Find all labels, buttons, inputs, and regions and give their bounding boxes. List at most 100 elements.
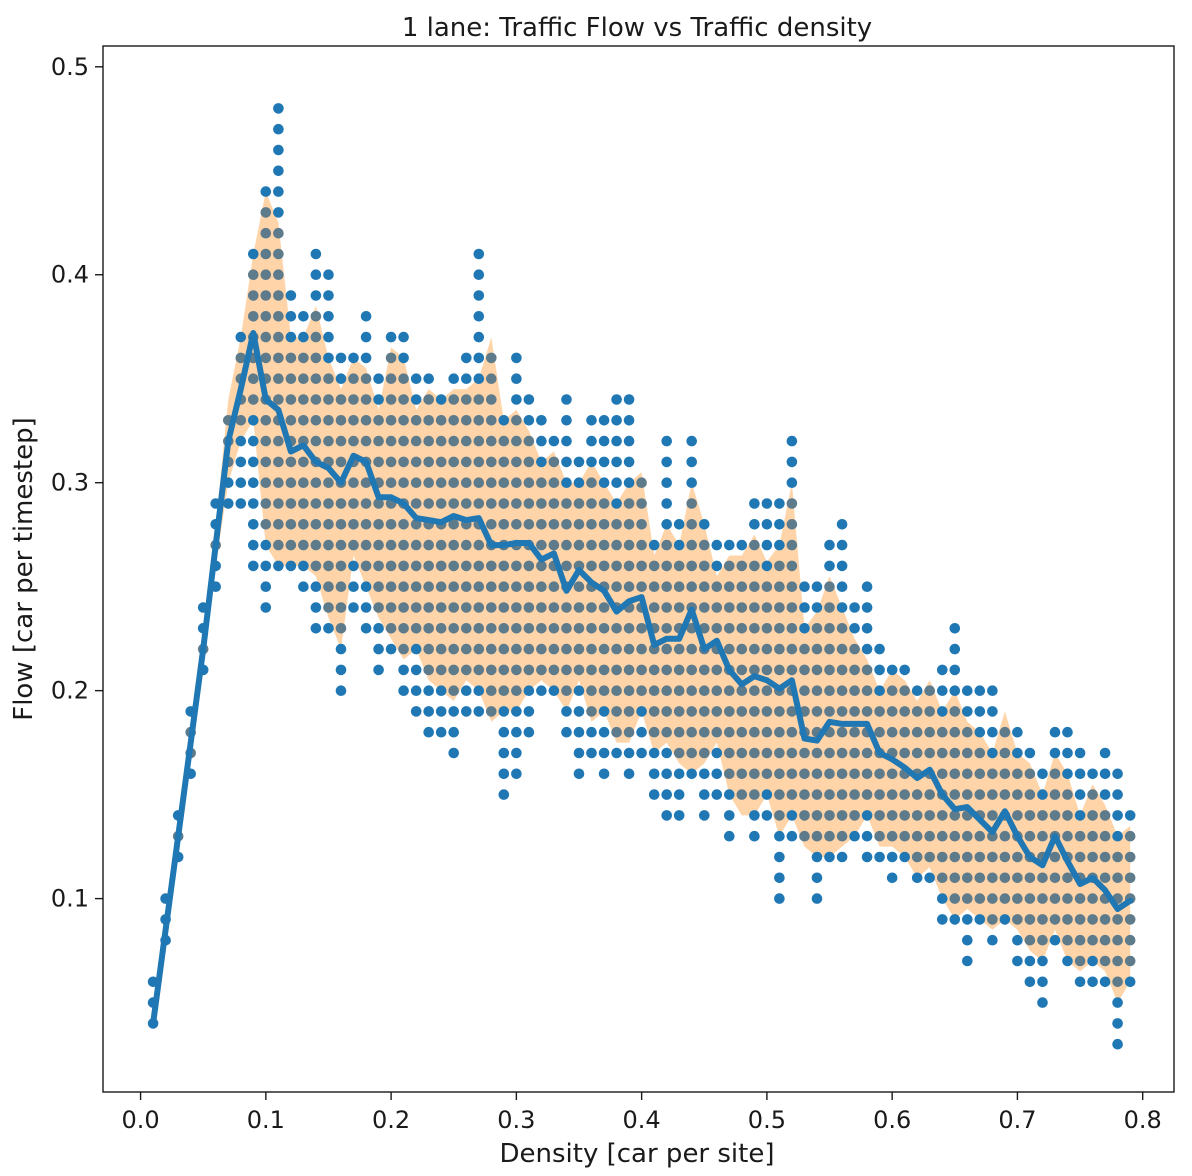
scatter-point <box>749 789 760 800</box>
scatter-point <box>523 415 535 426</box>
scatter-point <box>310 394 322 405</box>
scatter-point <box>586 602 597 613</box>
scatter-point <box>686 477 697 489</box>
scatter-point <box>586 643 597 655</box>
scatter-point <box>974 893 986 904</box>
scatter-point <box>273 477 284 489</box>
scatter-point <box>886 664 898 676</box>
scatter-point <box>749 810 760 821</box>
scatter-point <box>786 789 798 800</box>
scatter-point <box>586 706 597 717</box>
scatter-point <box>586 560 597 572</box>
scatter-point <box>385 623 397 634</box>
scatter-point <box>335 685 347 696</box>
scatter-point <box>1124 830 1136 842</box>
scatter-point <box>636 519 647 530</box>
scatter-point <box>273 331 284 343</box>
scatter-point <box>410 539 422 551</box>
scatter-point <box>335 498 347 509</box>
scatter-point <box>836 768 848 780</box>
scatter-point <box>1037 914 1048 925</box>
scatter-point <box>899 851 910 863</box>
scatter-point <box>761 810 773 821</box>
scatter-point <box>561 477 572 489</box>
scatter-point <box>285 519 297 530</box>
scatter-point <box>999 726 1011 738</box>
scatter-point <box>636 706 647 717</box>
scatter-point <box>1074 934 1086 946</box>
scatter-point <box>799 602 810 613</box>
scatter-point <box>498 435 510 447</box>
scatter-point <box>1087 851 1098 863</box>
scatter-point <box>1112 934 1123 946</box>
scatter-point <box>949 747 961 759</box>
scatter-point <box>1037 976 1048 988</box>
scatter-point <box>836 810 848 821</box>
scatter-point <box>298 560 309 572</box>
scatter-point <box>598 768 610 780</box>
scatter-point <box>1099 934 1111 946</box>
scatter-point <box>861 851 873 863</box>
scatter-point <box>749 685 760 696</box>
scatter-point <box>673 810 685 821</box>
scatter-point <box>448 643 460 655</box>
scatter-point <box>248 560 259 572</box>
scatter-point <box>724 726 735 738</box>
scatter-point <box>786 539 798 551</box>
scatter-point <box>974 768 986 780</box>
scatter-point <box>523 706 535 717</box>
scatter-point <box>273 269 284 281</box>
scatter-point <box>273 539 284 551</box>
scatter-point <box>899 747 910 759</box>
scatter-point <box>937 726 948 738</box>
scatter-point <box>623 706 635 717</box>
scatter-point <box>611 726 622 738</box>
scatter-point <box>548 539 560 551</box>
scatter-point <box>473 498 485 509</box>
scatter-point <box>511 456 522 468</box>
axes-frame <box>102 45 1175 1093</box>
scatter-point <box>435 602 447 613</box>
scatter-point <box>461 456 472 468</box>
scatter-point <box>736 623 748 634</box>
scatter-point <box>335 539 347 551</box>
y-axis-ticks: 0.1 0.2 0.3 0.4 0.5 <box>51 53 103 913</box>
scatter-point <box>861 602 873 613</box>
scatter-point <box>974 851 986 863</box>
scatter-point <box>974 706 986 717</box>
scatter-point <box>448 581 460 592</box>
scatter-point <box>573 539 585 551</box>
scatter-point <box>623 768 635 780</box>
scatter-point <box>623 519 635 530</box>
scatter-point <box>461 394 472 405</box>
scatter-point <box>248 477 259 489</box>
scatter-point <box>486 352 497 364</box>
scatter-point <box>486 623 497 634</box>
scatter-point <box>598 435 610 447</box>
scatter-point <box>1024 914 1036 925</box>
scatter-point <box>310 269 322 281</box>
scatter-point <box>511 560 522 572</box>
scatter-point <box>461 539 472 551</box>
scatter-point <box>260 311 272 322</box>
scatter-point <box>699 685 710 696</box>
scatter-point <box>410 623 422 634</box>
scatter-point <box>335 352 347 364</box>
scatter-point <box>548 623 560 634</box>
scatter-point <box>1062 934 1073 946</box>
scatter-point <box>1049 872 1061 884</box>
scatter-point <box>398 435 409 447</box>
x-tick-label: 0.0 <box>121 1106 159 1134</box>
scatter-point <box>461 685 472 696</box>
scatter-point <box>1062 830 1073 842</box>
scatter-point <box>373 498 384 509</box>
scatter-point <box>623 394 635 405</box>
scatter-point <box>774 643 785 655</box>
scatter-point <box>586 435 597 447</box>
scatter-point <box>548 685 560 696</box>
scatter-point <box>385 331 397 343</box>
scatter-point <box>298 331 309 343</box>
scatter-point <box>811 664 823 676</box>
scatter-point <box>260 331 272 343</box>
scatter-point <box>360 560 372 572</box>
